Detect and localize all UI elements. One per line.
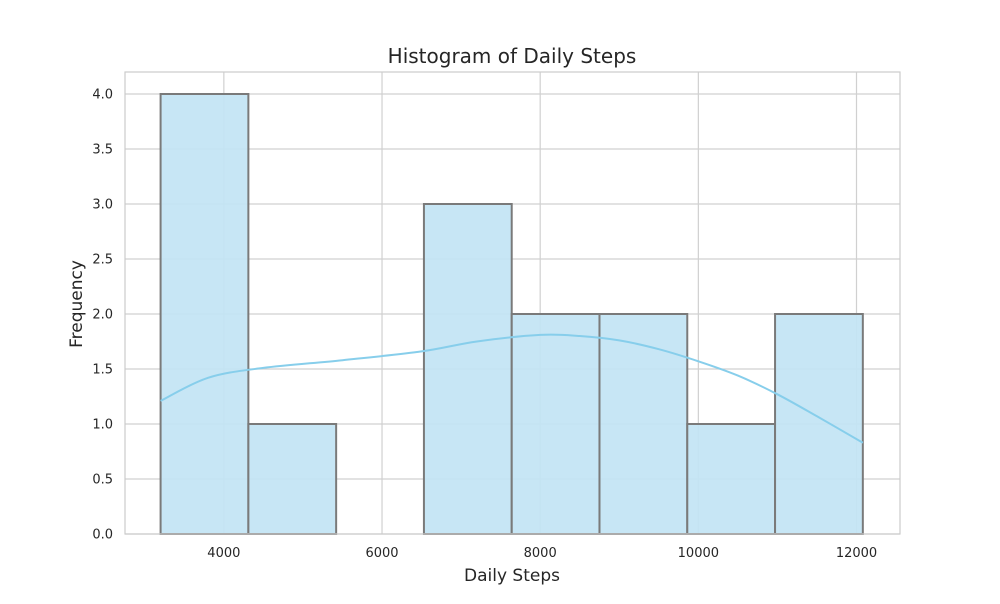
histogram-bar xyxy=(159,93,250,535)
histogram-bar xyxy=(247,423,338,535)
histogram-bar xyxy=(422,203,513,535)
histogram-bar xyxy=(598,313,689,535)
y-tick-label: 3.5 xyxy=(92,143,113,158)
y-tick-label: 1.0 xyxy=(92,418,113,433)
x-tick-label: 10000 xyxy=(678,546,719,561)
histogram-bar xyxy=(686,423,777,535)
x-axis-title: Daily Steps xyxy=(464,566,560,586)
histogram-bar xyxy=(510,313,601,535)
plot-frame xyxy=(124,71,901,535)
y-tick-label: 0.0 xyxy=(92,528,113,543)
kde-curve xyxy=(160,333,864,444)
y-tick-label: 0.5 xyxy=(92,473,113,488)
y-tick-label: 2.0 xyxy=(92,308,113,323)
bar-layer xyxy=(159,93,864,535)
kde-layer xyxy=(160,333,864,444)
x-tick-label: 12000 xyxy=(836,546,877,561)
x-tick-label: 8000 xyxy=(524,546,557,561)
y-tick-label: 4.0 xyxy=(92,88,113,103)
y-tick-label: 3.0 xyxy=(92,198,113,213)
x-tick-label: 4000 xyxy=(207,546,240,561)
chart-title: Histogram of Daily Steps xyxy=(388,44,637,68)
y-tick-label: 1.5 xyxy=(92,363,113,378)
tick-label-layer: 4000 6000 8000 10000 12000 0.0 0.5 1.0 1.5 2.0 2.5… xyxy=(92,88,877,562)
x-tick-label: 6000 xyxy=(365,546,398,561)
y-tick-label: 2.5 xyxy=(92,253,113,268)
histogram-bar xyxy=(774,313,864,535)
y-axis-title: Frequency xyxy=(67,260,87,348)
